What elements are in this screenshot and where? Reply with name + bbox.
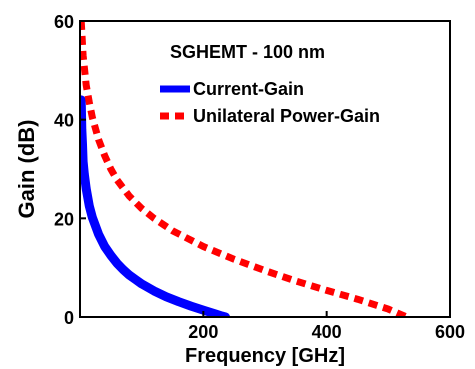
y-tick-label: 0 <box>64 308 74 328</box>
y-tick-label: 20 <box>54 209 74 229</box>
series-line-current-gain <box>80 95 230 317</box>
series-layer <box>80 21 409 317</box>
legend-label-current-gain: Current-Gain <box>193 79 304 99</box>
y-tick-label: 40 <box>54 111 74 131</box>
x-tick-label: 600 <box>435 322 465 342</box>
y-tick-label: 60 <box>54 12 74 32</box>
series-line-unilateral-power-gain <box>80 21 409 317</box>
x-axis-label: Frequency [GHz] <box>185 345 345 367</box>
y-axis-label: Gain (dB) <box>14 120 39 219</box>
legend: Current-Gain Unilateral Power-Gain <box>160 79 380 126</box>
plot-frame <box>79 20 451 318</box>
x-tick-label: 200 <box>188 322 218 342</box>
legend-label-unilateral-power-gain: Unilateral Power-Gain <box>193 106 380 126</box>
chart-annotation: SGHEMT - 100 nm <box>170 42 325 62</box>
x-tick-label: 400 <box>312 322 342 342</box>
ticks-layer: 200 400 600 0 20 40 60 <box>54 12 465 342</box>
